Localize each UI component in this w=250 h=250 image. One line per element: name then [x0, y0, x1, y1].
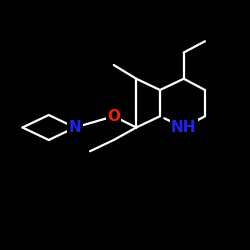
Text: N: N — [68, 120, 82, 135]
Text: O: O — [107, 109, 120, 124]
Text: NH: NH — [171, 120, 196, 135]
